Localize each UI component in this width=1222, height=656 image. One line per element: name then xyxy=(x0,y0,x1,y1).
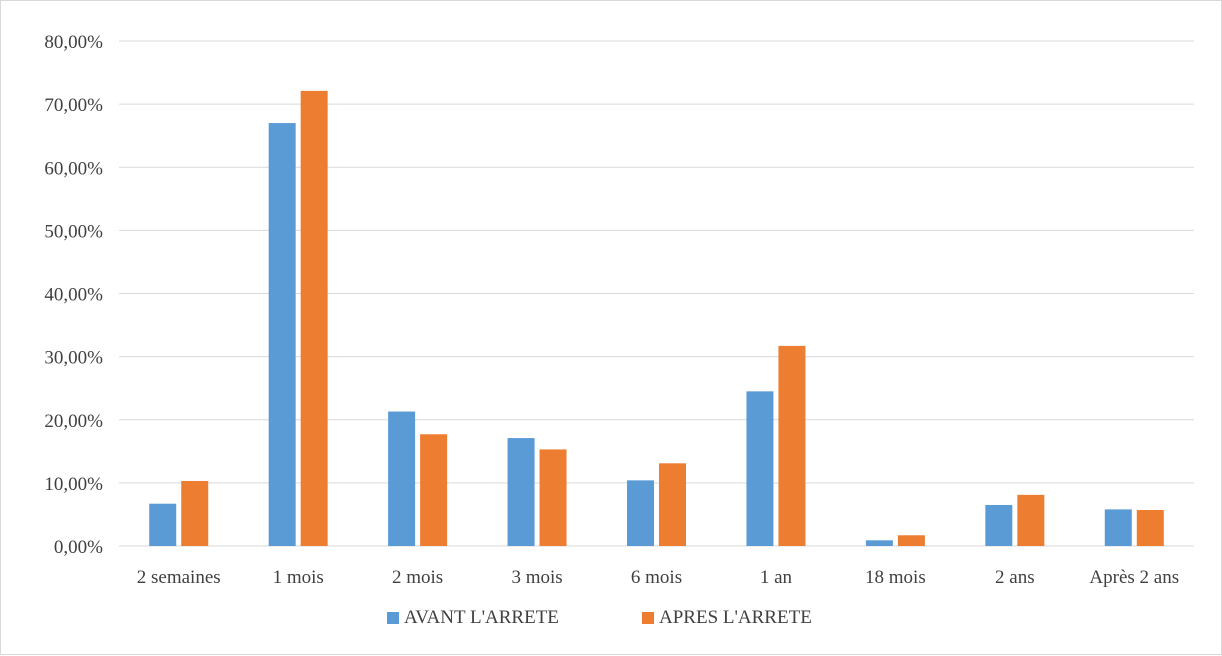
bar-apres xyxy=(300,90,328,547)
bar-avant xyxy=(388,411,416,546)
x-category-label: 1 mois xyxy=(273,567,324,588)
bar-apres xyxy=(181,480,209,546)
y-tick-label: 10,00% xyxy=(44,474,103,495)
x-category-label: 3 mois xyxy=(511,567,562,588)
bar-avant xyxy=(746,391,774,546)
x-category-label: 2 ans xyxy=(995,567,1035,588)
bar-avant xyxy=(985,504,1013,546)
bar-avant xyxy=(627,480,654,546)
x-category-label: Après 2 ans xyxy=(1089,567,1179,588)
y-axis-tick-labels: 0,00% 10,00% 20,00% 30,00% 40,00% 50,00% 60,00… xyxy=(44,32,103,558)
bar-apres xyxy=(778,345,806,546)
legend-label: AVANT L'ARRETE xyxy=(404,607,559,628)
bar-avant xyxy=(1104,509,1132,546)
x-category-label: 2 mois xyxy=(392,567,443,588)
y-tick-label: 60,00% xyxy=(44,158,103,179)
gridlines xyxy=(119,40,1194,547)
bar-apres xyxy=(539,449,567,546)
bar-avant xyxy=(865,540,893,546)
bar-avant xyxy=(507,438,535,546)
x-category-label: 6 mois xyxy=(631,567,682,588)
bar-apres xyxy=(1017,494,1045,546)
y-tick-label: 40,00% xyxy=(44,285,103,306)
y-tick-label: 70,00% xyxy=(44,95,103,116)
y-tick-label: 50,00% xyxy=(44,221,103,242)
y-tick-label: 80,00% xyxy=(44,32,103,53)
legend: AVANT L'ARRETE APRES L'ARRETE xyxy=(387,607,812,628)
bars xyxy=(149,90,1164,547)
x-category-label: 1 an xyxy=(760,567,793,588)
legend-swatch xyxy=(387,612,399,624)
bar-avant xyxy=(268,123,296,546)
bar-apres xyxy=(897,535,925,546)
bar-apres xyxy=(1136,510,1164,546)
x-axis-category-labels: 2 semaines 1 mois 2 mois 3 mois 6 mois 1 an 18… xyxy=(137,567,1179,588)
legend-swatch xyxy=(642,612,654,624)
y-tick-label: 30,00% xyxy=(44,348,103,369)
y-tick-label: 0,00% xyxy=(54,537,103,558)
x-category-label: 2 semaines xyxy=(137,567,221,588)
bar-avant xyxy=(149,503,177,546)
bar-apres xyxy=(420,434,448,546)
bar-apres xyxy=(659,463,686,546)
legend-label: APRES L'ARRETE xyxy=(659,607,812,628)
x-category-label: 18 mois xyxy=(865,567,926,588)
y-tick-label: 20,00% xyxy=(44,411,103,432)
